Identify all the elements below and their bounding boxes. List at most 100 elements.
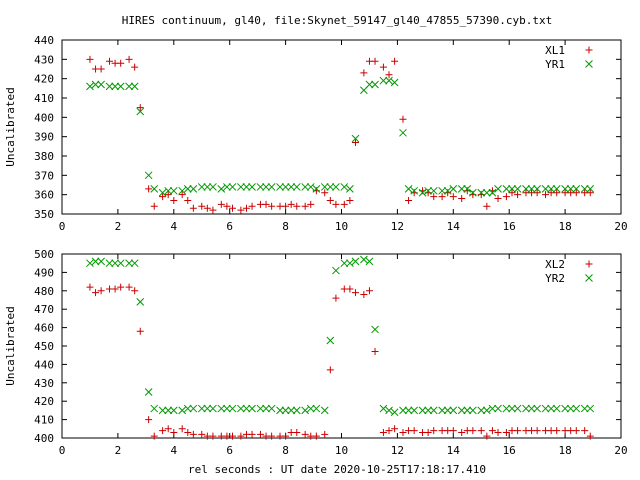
data-point-xl2 xyxy=(301,430,309,438)
data-point-yr2 xyxy=(418,406,427,415)
data-point-xl2 xyxy=(92,289,100,297)
data-point-yr1 xyxy=(547,185,555,193)
data-point-xl1 xyxy=(399,115,407,123)
data-point-xl1 xyxy=(125,55,133,63)
data-point-yr1 xyxy=(586,185,595,193)
data-point-yr2 xyxy=(371,325,379,334)
data-point-yr2 xyxy=(541,404,550,413)
data-point-xl2 xyxy=(86,283,94,291)
data-point-xl1 xyxy=(237,206,245,214)
data-point-yr2 xyxy=(312,404,321,413)
data-point-yr2 xyxy=(533,404,542,413)
data-point-yr2 xyxy=(561,404,569,413)
data-point-yr1 xyxy=(262,183,270,191)
data-point-yr1 xyxy=(502,185,511,193)
data-point-yr2 xyxy=(508,404,516,413)
data-point-xl2 xyxy=(371,348,379,356)
data-point-xl2 xyxy=(533,427,541,435)
data-point-yr1 xyxy=(566,185,575,193)
data-point-xl1 xyxy=(209,206,217,214)
data-point-xl2 xyxy=(488,427,496,435)
data-point-yr2 xyxy=(572,404,581,413)
data-point-yr2 xyxy=(228,404,237,413)
data-point-xl2 xyxy=(379,428,387,436)
data-point-yr1 xyxy=(217,185,226,193)
data-point-yr1 xyxy=(242,183,251,191)
data-point-xl2 xyxy=(237,432,245,440)
data-point-yr1 xyxy=(449,185,458,193)
data-point-yr2 xyxy=(340,259,349,268)
x-tick-label: 14 xyxy=(447,444,461,457)
data-point-yr2 xyxy=(91,257,100,266)
data-point-yr1 xyxy=(508,185,516,193)
data-point-yr2 xyxy=(326,336,335,345)
data-point-yr2 xyxy=(332,266,340,275)
data-point-xl1 xyxy=(332,200,340,208)
data-point-xl1 xyxy=(449,193,457,201)
data-point-xl1 xyxy=(553,189,561,197)
data-point-xl1 xyxy=(391,57,399,65)
chart-panel-2: 0 2 4 6 8 10 12 14 16 18 20 400 410 420 430 440 450 460 47… xyxy=(4,248,628,457)
data-point-xl1 xyxy=(164,191,172,199)
data-point-xl2 xyxy=(502,428,510,436)
y-tick-label: 420 xyxy=(34,395,54,408)
y-tick-label: 480 xyxy=(34,285,54,298)
y-tick-label: 430 xyxy=(34,377,54,390)
data-point-xl1 xyxy=(483,202,491,210)
data-point-xl2 xyxy=(184,428,192,436)
legend-marker-xl1 xyxy=(585,46,593,54)
y-tick-label: 380 xyxy=(34,150,54,163)
plot-frame xyxy=(61,39,622,215)
x-tick-label: 20 xyxy=(614,444,627,457)
data-point-xl2 xyxy=(477,427,485,435)
data-point-yr1 xyxy=(209,183,217,191)
data-point-xl1 xyxy=(346,196,354,204)
data-point-yr2 xyxy=(217,404,226,413)
data-point-yr2 xyxy=(522,404,530,413)
data-point-xl1 xyxy=(340,200,348,208)
data-point-xl2 xyxy=(483,432,491,440)
data-point-xl1 xyxy=(282,202,290,210)
data-point-yr1 xyxy=(164,186,173,195)
data-point-yr1 xyxy=(385,76,393,85)
data-point-yr2 xyxy=(547,404,555,413)
data-point-xl2 xyxy=(326,366,334,374)
data-point-yr1 xyxy=(365,80,374,89)
data-point-yr1 xyxy=(256,183,265,191)
data-point-xl1 xyxy=(371,57,379,65)
data-point-yr2 xyxy=(164,406,173,415)
data-point-xl1 xyxy=(301,202,309,210)
y-axis-label: Uncalibrated xyxy=(4,87,17,166)
x-tick-label: 6 xyxy=(226,220,233,233)
data-point-yr1 xyxy=(443,186,452,195)
data-point-yr1 xyxy=(561,185,569,193)
data-point-xl2 xyxy=(424,428,432,436)
data-point-xl2 xyxy=(449,427,457,435)
x-tick-label: 8 xyxy=(282,220,289,233)
data-point-yr2 xyxy=(399,406,407,415)
data-point-yr2 xyxy=(463,406,472,415)
data-point-xl1 xyxy=(268,202,276,210)
data-point-yr2 xyxy=(281,406,290,415)
data-point-yr2 xyxy=(189,404,198,413)
data-point-yr2 xyxy=(150,404,159,413)
data-point-yr1 xyxy=(326,183,335,191)
x-tick-label: 6 xyxy=(226,444,233,457)
data-point-xl1 xyxy=(159,193,167,201)
x-tick-label: 0 xyxy=(59,220,66,233)
data-point-xl2 xyxy=(248,430,256,438)
data-point-xl1 xyxy=(321,189,329,197)
data-point-yr2 xyxy=(256,404,265,413)
data-point-yr1 xyxy=(144,171,153,180)
x-tick-label: 0 xyxy=(59,444,66,457)
data-point-xl1 xyxy=(586,189,594,197)
data-point-yr1 xyxy=(228,183,237,191)
data-point-xl1 xyxy=(242,204,250,212)
data-point-yr2 xyxy=(404,406,413,415)
x-tick-label: 10 xyxy=(335,220,348,233)
data-point-yr1 xyxy=(183,185,192,193)
data-point-xl2 xyxy=(430,427,438,435)
data-point-xl2 xyxy=(410,427,418,435)
